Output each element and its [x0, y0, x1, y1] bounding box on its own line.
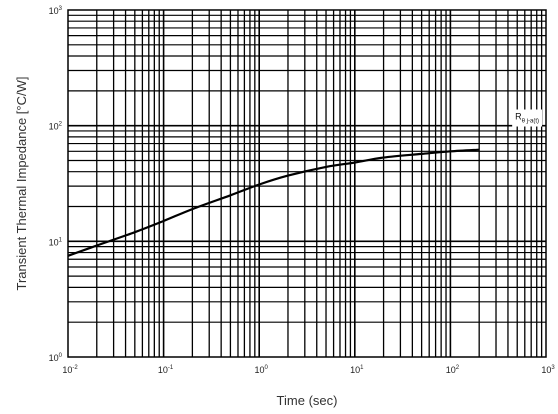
- x-tick-label: 101: [350, 365, 364, 375]
- x-tick-label: 10-2: [62, 365, 78, 375]
- curve-annotation: Rθ j-a(t): [512, 109, 543, 127]
- x-tick-label: 10-1: [158, 365, 174, 375]
- annotation-label: Rθ j-a(t): [515, 112, 539, 125]
- y-tick-label: 101: [49, 237, 63, 247]
- chart-grid: [68, 10, 546, 357]
- x-tick-label: 102: [446, 365, 460, 375]
- y-tick-label: 102: [49, 122, 63, 132]
- y-tick-label: 103: [49, 6, 63, 16]
- y-tick-labels: 100 101 102 103: [49, 6, 63, 363]
- y-tick-label: 100: [49, 353, 63, 363]
- x-axis-title: Time (sec): [277, 393, 338, 408]
- x-tick-label: 100: [255, 365, 269, 375]
- plot-frame: [67, 9, 547, 358]
- impedance-curve: [67, 148, 480, 257]
- x-tick-label: 103: [541, 365, 555, 375]
- annotation-background: [512, 109, 543, 127]
- y-axis-title: Transient Thermal Impedance [°C/W]: [14, 77, 29, 291]
- x-tick-labels: 10-2 10-1 100 101 102 103: [62, 365, 555, 375]
